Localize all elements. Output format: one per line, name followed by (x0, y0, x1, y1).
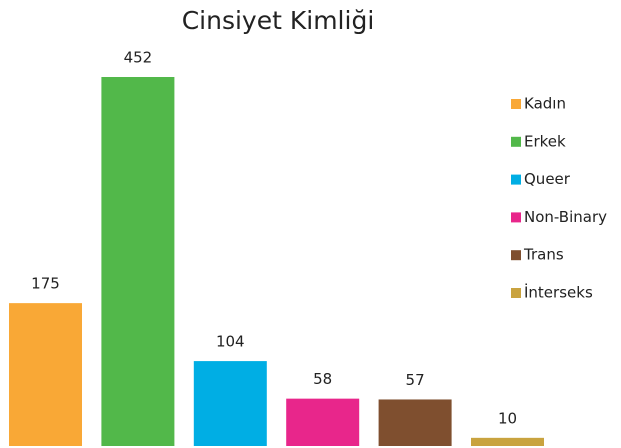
data-label: 104 (216, 333, 245, 351)
bar (378, 399, 452, 446)
legend-swatch (511, 99, 521, 109)
legend-label: Trans (523, 246, 564, 264)
bar (101, 77, 175, 446)
bar (193, 361, 267, 446)
legend-label: Queer (524, 170, 571, 188)
legend-swatch (511, 174, 521, 185)
legend-swatch (511, 288, 521, 298)
data-label: 58 (313, 370, 332, 388)
bar (9, 303, 82, 446)
chart-title: Cinsiyet Kimliği (182, 6, 375, 35)
legend-swatch (511, 136, 521, 147)
data-label: 10 (498, 409, 517, 427)
legend-swatch (511, 212, 521, 223)
legend-label: Kadın (524, 95, 566, 113)
data-label: 175 (31, 275, 60, 293)
bar (471, 437, 544, 446)
legend-label: Erkek (524, 132, 566, 150)
legend-label: Non-Binary (524, 208, 607, 226)
data-label: 57 (406, 371, 425, 389)
data-label: 452 (124, 49, 153, 67)
bar (286, 398, 360, 446)
legend-swatch (511, 250, 521, 261)
legend-label: İnterseks (524, 283, 593, 302)
